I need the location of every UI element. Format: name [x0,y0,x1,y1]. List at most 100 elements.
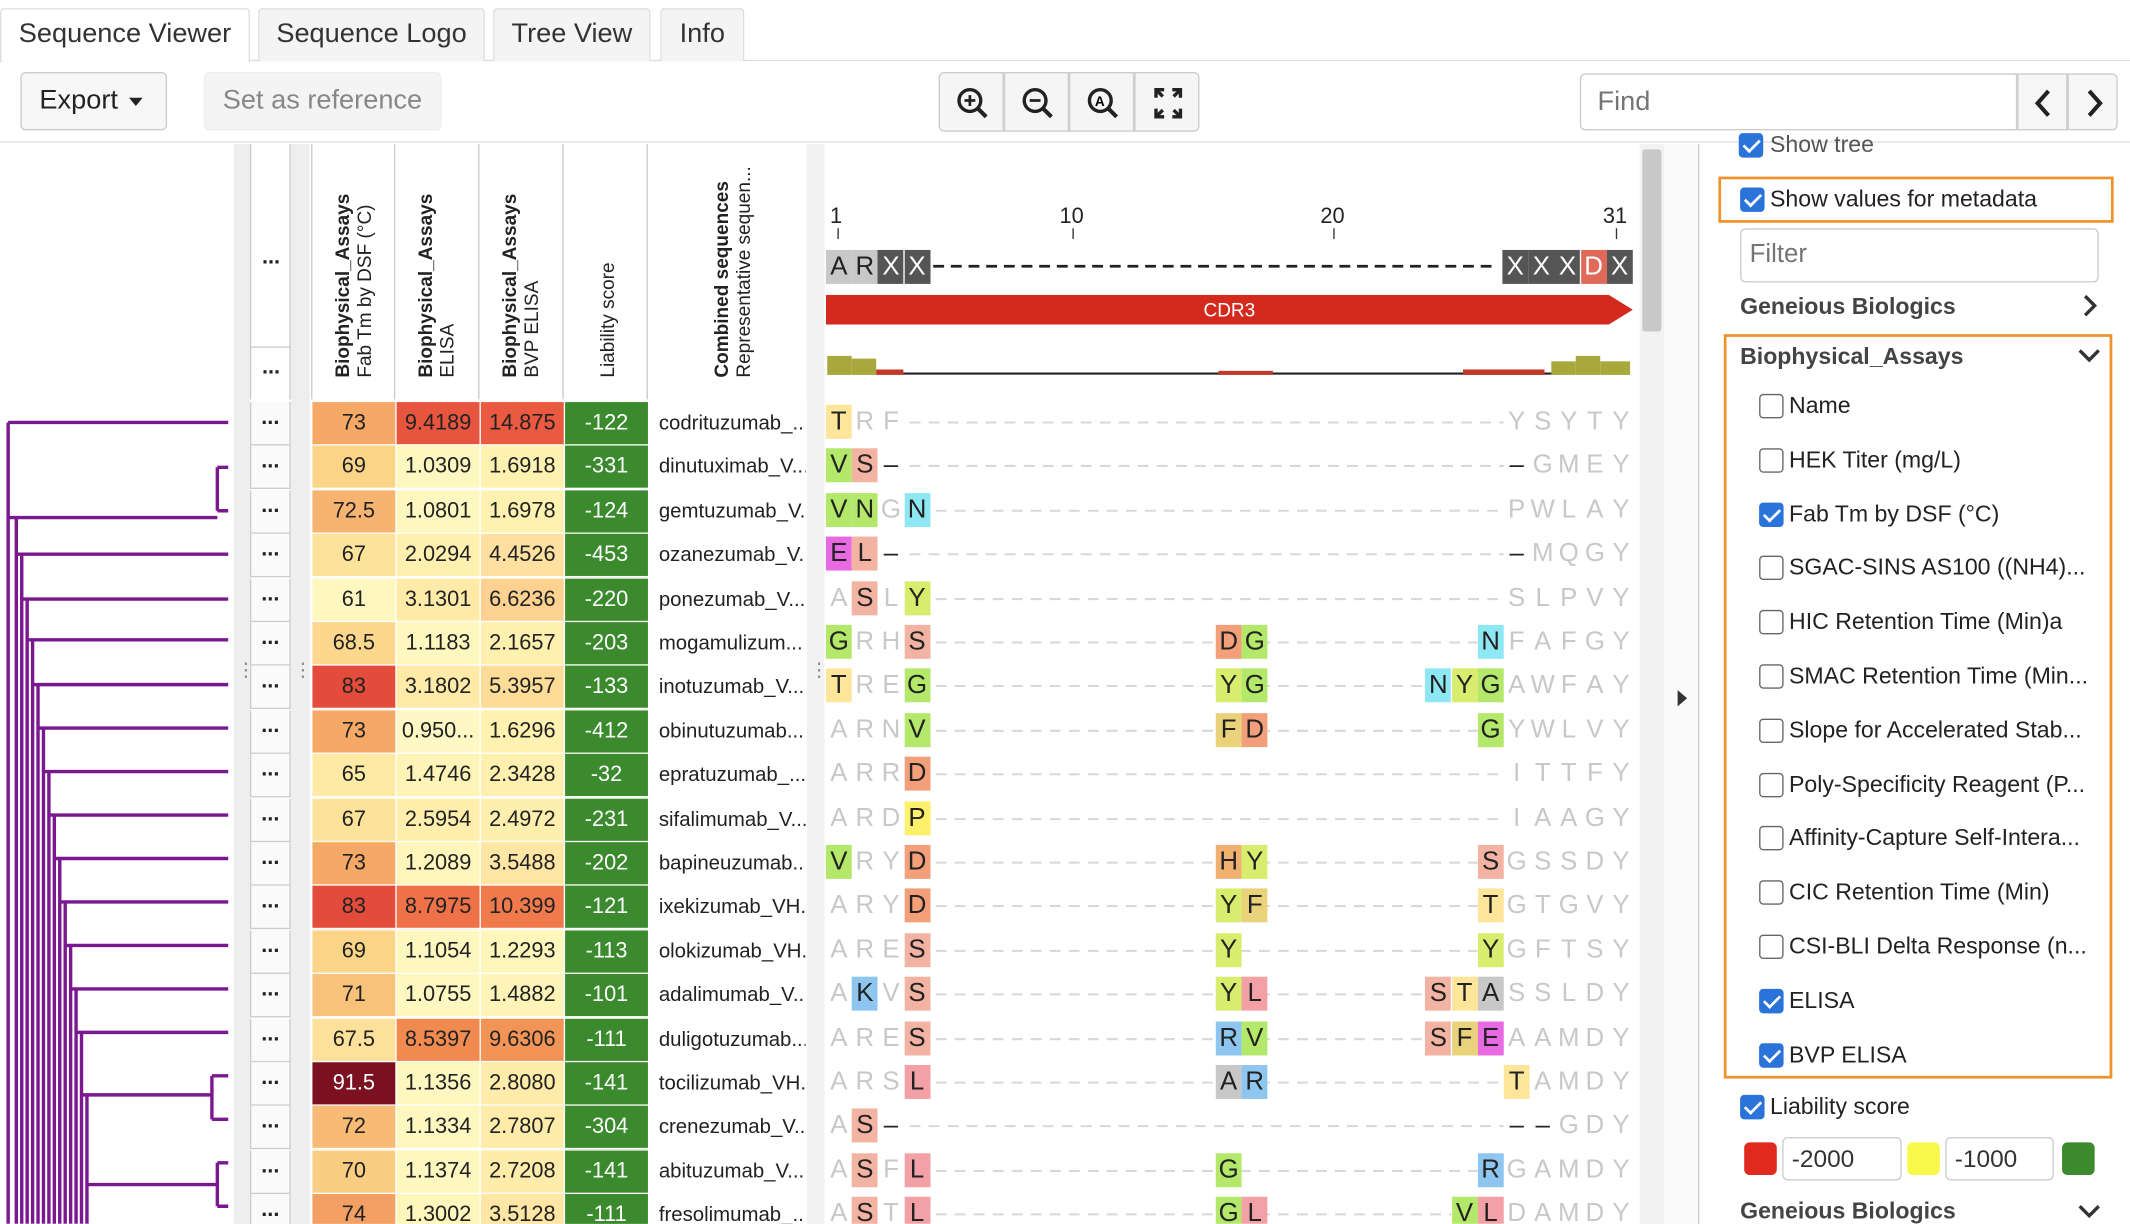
sequence-name[interactable]: codrituzumab_... [658,411,806,435]
chevron-down-icon[interactable] [2074,345,2104,367]
find-previous-button[interactable] [2017,73,2068,131]
dsf-cell[interactable]: 73 [312,842,396,886]
sidebar-toggle-strip[interactable] [1664,143,1698,1224]
sequence-name[interactable]: ponezumab_V... [658,587,806,611]
tab-sequence-logo[interactable]: Sequence Logo [258,8,485,62]
dsf-cell[interactable]: 61 [312,578,396,622]
liability-cell[interactable]: -133 [565,666,648,710]
bvp-cell[interactable]: 9.6306 [480,1018,564,1062]
liability-cell[interactable]: -453 [565,534,648,578]
bvp-cell[interactable]: 1.6978 [480,490,564,534]
sequence-name[interactable]: mogamulizum... [658,631,803,655]
row-menu-button[interactable]: ... [249,1018,291,1062]
liability-score-checkbox[interactable] [1740,1094,1765,1120]
liability-column-header[interactable]: Liability score [564,143,648,400]
field-checkbox[interactable] [1759,664,1784,689]
liability-cell[interactable]: -203 [565,622,648,666]
dsf-cell[interactable]: 83 [312,666,396,710]
row-menu-button[interactable]: ... [249,1062,291,1106]
field-checkbox[interactable] [1759,1042,1784,1068]
field-checkbox[interactable] [1759,502,1784,527]
tree-splitter[interactable]: ⋮ [233,143,255,1224]
bvp-cell[interactable]: 3.5488 [480,842,564,886]
elisa-cell[interactable]: 1.1054 [396,930,480,974]
dsf-cell[interactable]: 73 [312,710,396,754]
bvp-cell[interactable]: 1.6296 [480,710,564,754]
row-menu-button[interactable]: ... [249,1106,291,1150]
min-value-input[interactable] [1782,1136,1902,1181]
sequence-name[interactable]: abituzumab_V... [658,1159,805,1183]
row-menu-button[interactable]: ... [249,974,291,1018]
bvp-cell[interactable]: 2.7807 [480,1106,564,1150]
mid-value-input[interactable] [1945,1136,2054,1181]
elisa-cell[interactable]: 1.3002 [396,1194,480,1224]
field-checkbox[interactable] [1759,718,1784,743]
drag-handle-icon[interactable]: ⋮ [293,658,313,681]
show-tree-checkbox[interactable] [1738,133,1764,158]
bvp-cell[interactable]: 4.4526 [480,534,564,578]
bvp-cell[interactable]: 1.6918 [480,446,564,490]
show-values-checkbox[interactable] [1740,187,1765,212]
sequence-name[interactable]: ozanezumab_V... [658,543,806,567]
field-checkbox[interactable] [1759,556,1784,581]
sequence-name[interactable]: duligotuzumab... [658,1027,806,1051]
dsf-cell[interactable]: 65 [312,754,396,798]
high-color-swatch[interactable] [2062,1142,2095,1176]
elisa-cell[interactable]: 1.0755 [396,974,480,1018]
liability-cell[interactable]: -304 [565,1106,648,1150]
chevron-right-icon[interactable] [2080,291,2102,321]
chevron-down-icon[interactable] [2074,1201,2104,1223]
sequence-name[interactable]: olokizumab_VH... [658,939,806,963]
mid-color-swatch[interactable] [1907,1142,1940,1176]
row-menu-button[interactable]: ... [249,886,291,930]
liability-cell[interactable]: -111 [565,1194,648,1224]
dsf-cell[interactable]: 69 [312,930,396,974]
liability-cell[interactable]: -113 [565,930,648,974]
field-checkbox[interactable] [1759,610,1784,635]
elisa-cell[interactable]: 1.1356 [396,1062,480,1106]
liability-cell[interactable]: -101 [565,974,648,1018]
bvp-cell[interactable]: 5.3957 [480,666,564,710]
dsf-cell[interactable]: 70 [312,1150,396,1194]
elisa-cell[interactable]: 1.4746 [396,754,480,798]
dsf-cell[interactable]: 67.5 [312,1018,396,1062]
liability-cell[interactable]: -231 [565,798,648,842]
dsf-cell[interactable]: 72.5 [312,490,396,534]
row-menu-button[interactable]: ... [261,355,281,379]
row-menu-button[interactable]: ... [249,930,291,974]
dsf-cell[interactable]: 72 [312,1106,396,1150]
sequence-splitter[interactable]: ⋮ [806,143,829,1224]
filter-input[interactable] [1740,228,2099,283]
liability-cell[interactable]: -124 [565,490,648,534]
tab-info[interactable]: Info [660,8,745,62]
sequence-name[interactable]: gemtuzumab_V... [658,499,806,523]
phylogenetic-tree[interactable] [0,144,234,1224]
bvp-cell[interactable]: 14.875 [480,402,564,446]
bvp-cell[interactable]: 1.2293 [480,930,564,974]
field-checkbox[interactable] [1759,880,1784,905]
dsf-cell[interactable]: 68.5 [312,622,396,666]
group-biophysical-assays[interactable]: Biophysical_Assays [1740,343,1964,370]
row-menu-button[interactable]: ... [249,622,291,666]
liability-cell[interactable]: -111 [565,1018,648,1062]
field-checkbox[interactable] [1759,988,1784,1014]
zoom-out-button[interactable] [1003,71,1070,132]
field-checkbox[interactable] [1759,393,1784,419]
row-menu-button[interactable]: ... [249,534,291,578]
liability-cell[interactable]: -121 [565,886,648,930]
field-checkbox[interactable] [1759,447,1784,473]
field-checkbox[interactable] [1759,826,1784,851]
elisa-cell[interactable]: 1.0801 [396,490,480,534]
dsf-cell[interactable]: 91.5 [312,1062,396,1106]
liability-cell[interactable]: -220 [565,578,648,622]
elisa-cell[interactable]: 8.7975 [396,886,480,930]
bvp-cell[interactable]: 3.5128 [480,1194,564,1224]
bvp-cell[interactable]: 2.7208 [480,1150,564,1194]
group-geneious-biologics[interactable]: Geneious Biologics [1740,293,1956,320]
elisa-cell[interactable]: 1.0309 [396,446,480,490]
fit-to-screen-button[interactable] [1134,71,1200,132]
sequence-name[interactable]: adalimumab_V... [658,983,806,1007]
liability-cell[interactable]: -141 [565,1062,648,1106]
field-checkbox[interactable] [1759,934,1784,960]
liability-cell[interactable]: -32 [565,754,648,798]
